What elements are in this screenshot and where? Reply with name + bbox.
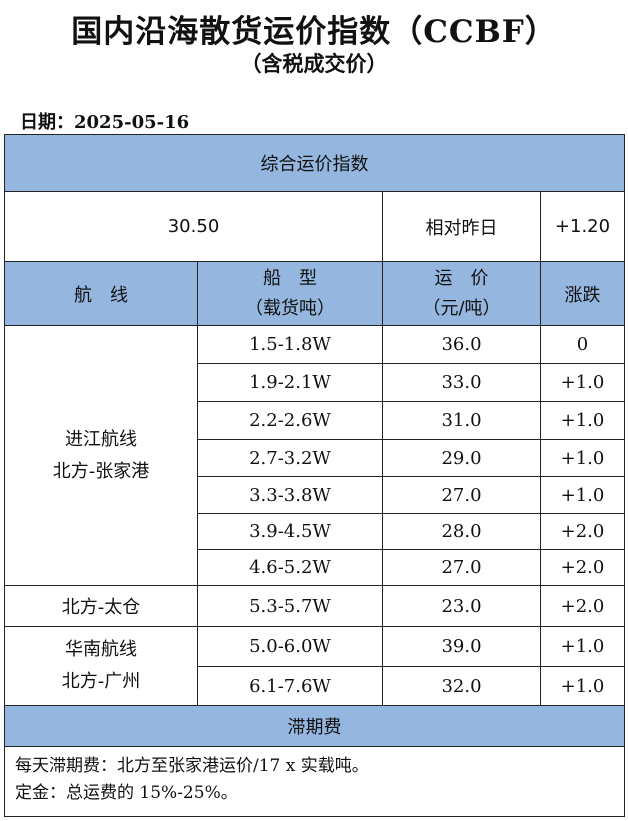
table-row: 4.6-5.2W 27.0 +2.0 (5, 549, 625, 586)
rate-cell: 32.0 (382, 666, 541, 706)
table-row: 3.3-3.8W 27.0 +1.0 (5, 476, 625, 514)
column-header-row: 航 线 船 型 （载货吨） 运 价 （元/吨） 涨跌 (4, 261, 625, 326)
ship-size-cell: 1.5-1.8W (197, 325, 383, 364)
composite-change-label: 相对昨日 (382, 191, 541, 262)
column-header-ship-type: 船 型 （载货吨） (197, 261, 383, 326)
change-cell: +1.0 (540, 476, 625, 514)
rate-label: 运 价 (434, 267, 489, 289)
ship-type-unit: （载货吨） (245, 297, 335, 319)
route-detail: 北方-广州 (61, 671, 141, 692)
ship-size-cell: 2.2-2.6W (197, 401, 383, 440)
route-cell-jiangyin: 进江航线 北方-张家港 (4, 325, 198, 586)
change-cell: +1.0 (540, 363, 625, 402)
route-cell-guangzhou: 华南航线 北方-广州 (4, 626, 198, 706)
ship-size-cell: 5.0-6.0W (197, 626, 383, 667)
page-title: 国内沿海散货运价指数（CCBF） (71, 14, 557, 50)
column-header-route: 航 线 (4, 261, 198, 326)
table-row: 北方-太仓 5.3-5.7W 23.0 +2.0 (4, 585, 625, 627)
date-label: 日期： (20, 112, 74, 133)
column-header-change: 涨跌 (540, 261, 625, 326)
change-cell: +2.0 (540, 585, 625, 627)
report-date: 日期：2025-05-16 (20, 108, 189, 134)
ship-size-cell: 4.6-5.2W (197, 549, 383, 586)
date-value: 2025-05-16 (74, 112, 190, 133)
demurrage-title: 滞期费 (4, 705, 625, 747)
deposit-note: 定金：总运费的 15%-25%。 (15, 783, 238, 803)
change-cell: 0 (540, 325, 625, 364)
route-cell-taicang: 北方-太仓 (4, 585, 198, 627)
table-row: 3.9-4.5W 28.0 +2.0 (5, 513, 625, 550)
rate-cell: 36.0 (382, 325, 541, 364)
composite-index-value: 30.50 (4, 191, 383, 262)
table-row: 6.1-7.6W 32.0 +1.0 (5, 666, 625, 706)
table-row: 进江航线 北方-张家港 1.5-1.8W 36.0 0 (4, 325, 625, 586)
page-subtitle: （含税成交价） (240, 51, 388, 76)
column-header-rate: 运 价 （元/吨） (382, 261, 541, 326)
route-detail: 北方-张家港 (52, 460, 150, 482)
composite-value-row: 30.50 相对昨日 +1.20 (4, 191, 625, 262)
change-cell: +1.0 (540, 666, 625, 706)
ship-size-cell: 3.9-4.5W (197, 513, 383, 550)
ship-size-cell: 2.7-3.2W (197, 439, 383, 477)
ship-size-cell: 1.9-2.1W (197, 363, 383, 402)
table-row: 2.2-2.6W 31.0 +1.0 (5, 401, 625, 440)
change-cell: +1.0 (540, 439, 625, 477)
rate-unit: （元/吨） (422, 297, 501, 319)
rate-cell: 27.0 (382, 476, 541, 514)
rate-cell: 23.0 (382, 585, 541, 627)
ship-size-cell: 5.3-5.7W (197, 585, 383, 627)
table-row: 1.9-2.1W 33.0 +1.0 (5, 363, 625, 402)
route-name: 华南航线 (65, 639, 137, 660)
rate-cell: 39.0 (382, 626, 541, 667)
demurrage-notes: 每天滞期费：北方至张家港运价/17 x 实载吨。 定金：总运费的 15%-25%… (4, 746, 625, 817)
rate-cell: 29.0 (382, 439, 541, 477)
route-name: 进江航线 (65, 428, 137, 450)
demurrage-notes-row: 每天滞期费：北方至张家港运价/17 x 实载吨。 定金：总运费的 15%-25%… (4, 746, 625, 817)
table-row: 华南航线 北方-广州 5.0-6.0W 39.0 +1.0 (4, 626, 625, 706)
demurrage-header-row: 滞期费 (4, 705, 625, 747)
ship-size-cell: 6.1-7.6W (197, 666, 383, 706)
rate-cell: 33.0 (382, 363, 541, 402)
change-cell: +2.0 (540, 549, 625, 586)
composite-section-title: 综合运价指数 (4, 134, 625, 192)
change-cell: +1.0 (540, 401, 625, 440)
rate-cell: 31.0 (382, 401, 541, 440)
composite-header-row: 综合运价指数 (4, 134, 625, 192)
freight-index-table: 综合运价指数 30.50 相对昨日 +1.20 航 线 船 型 （载货吨） 运 … (4, 134, 625, 817)
rate-cell: 28.0 (382, 513, 541, 550)
rate-cell: 27.0 (382, 549, 541, 586)
change-cell: +2.0 (540, 513, 625, 550)
change-cell: +1.0 (540, 626, 625, 667)
table-row: 2.7-3.2W 29.0 +1.0 (5, 439, 625, 477)
ship-size-cell: 3.3-3.8W (197, 476, 383, 514)
demurrage-note: 每天滞期费：北方至张家港运价/17 x 实载吨。 (15, 756, 369, 776)
ship-type-label: 船 型 (263, 267, 317, 289)
composite-change-value: +1.20 (540, 191, 625, 262)
